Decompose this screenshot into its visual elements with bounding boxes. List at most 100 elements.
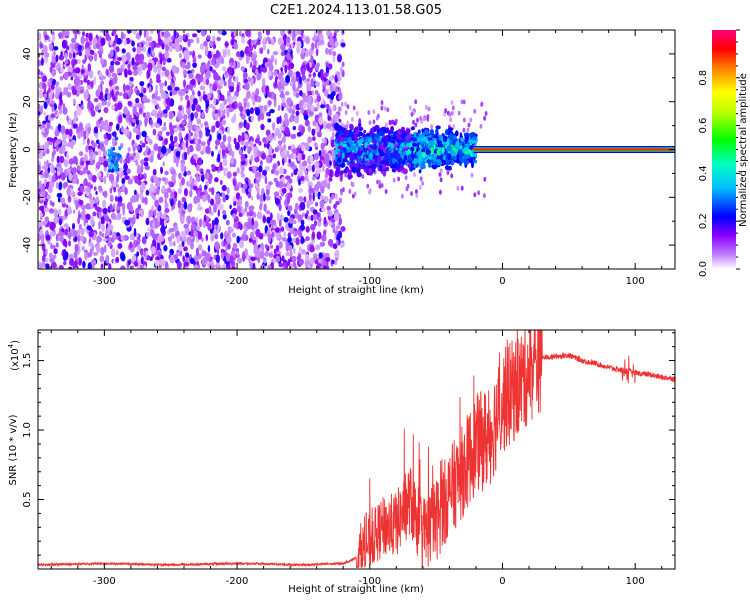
heatmap-cell xyxy=(104,149,108,157)
heatmap-cell xyxy=(190,228,194,238)
heatmap-cell xyxy=(192,33,198,38)
heatmap-cell xyxy=(441,159,446,166)
heatmap-cell xyxy=(96,139,100,145)
heatmap-cell xyxy=(368,120,372,126)
heatmap-cell xyxy=(111,152,115,157)
heatmap-cell xyxy=(244,225,248,232)
heatmap-cell xyxy=(53,50,56,57)
heatmap-cell xyxy=(304,48,309,58)
heatmap-cell xyxy=(334,113,339,122)
y-tick-label: -40 xyxy=(22,237,33,253)
heatmap-cell xyxy=(237,181,242,188)
heatmap-cell xyxy=(374,157,378,163)
heatmap-cell xyxy=(393,121,397,126)
heatmap-cell xyxy=(164,35,167,45)
heatmap-cell xyxy=(168,122,173,131)
heatmap-cell xyxy=(140,248,144,256)
heatmap-cell xyxy=(63,159,69,168)
heatmap-cell xyxy=(232,213,236,219)
heatmap-cell xyxy=(182,33,186,40)
heatmap-cell xyxy=(44,207,50,213)
heatmap-cell xyxy=(89,201,94,209)
heatmap-cell xyxy=(350,144,356,151)
heatmap-cell xyxy=(372,144,378,150)
heatmap-cell xyxy=(80,204,86,211)
heatmap-cell xyxy=(78,224,82,230)
heatmap-cell xyxy=(43,201,47,205)
heatmap-cell xyxy=(435,128,439,135)
heatmap-cell xyxy=(135,232,139,239)
heatmap-cell xyxy=(56,146,59,152)
heatmap-cell xyxy=(180,94,183,102)
heatmap-cell xyxy=(207,138,211,147)
heatmap-cell xyxy=(181,177,185,186)
heatmap-cell xyxy=(58,181,63,191)
heatmap-cell xyxy=(143,151,148,157)
heatmap-cell xyxy=(224,70,228,76)
heatmap-cell xyxy=(266,187,270,196)
heatmap-cell xyxy=(214,109,219,114)
heatmap-cell xyxy=(281,187,287,194)
heatmap-cell xyxy=(117,57,123,61)
heatmap-cell xyxy=(470,172,474,178)
heatmap-cell xyxy=(240,66,245,72)
heatmap-cell xyxy=(99,53,102,59)
heatmap-cell xyxy=(86,79,91,86)
heatmap-cell xyxy=(305,142,310,148)
heatmap-cell xyxy=(189,175,193,185)
heatmap-cell xyxy=(217,89,221,94)
heatmap-cell xyxy=(222,134,227,143)
heatmap-cell xyxy=(126,30,131,34)
heatmap-cell xyxy=(240,153,245,162)
heatmap-cell xyxy=(122,127,128,135)
heatmap-cell xyxy=(220,94,225,102)
heatmap-cell xyxy=(294,202,299,212)
heatmap-cell xyxy=(254,156,260,163)
heatmap-cell xyxy=(338,119,342,123)
heatmap-cell xyxy=(132,195,137,203)
heatmap-cell xyxy=(103,175,107,185)
heatmap-cell xyxy=(273,101,277,108)
heatmap-cell xyxy=(49,181,54,188)
heatmap-cell xyxy=(64,52,68,59)
heatmap-cell xyxy=(254,138,260,144)
heatmap-cell xyxy=(198,157,202,166)
heatmap-cell xyxy=(146,231,150,238)
heatmap-cell xyxy=(129,156,135,160)
heatmap-cell xyxy=(207,223,212,231)
heatmap-cell xyxy=(460,137,464,142)
heatmap-cell xyxy=(211,150,214,157)
heatmap-cell xyxy=(274,147,279,153)
heatmap-cell xyxy=(288,70,293,78)
heatmap-cell xyxy=(170,168,176,176)
heatmap-cell xyxy=(386,107,390,113)
heatmap-cell xyxy=(45,263,50,269)
heatmap-cell xyxy=(220,57,225,65)
heatmap-cell xyxy=(299,224,306,231)
heatmap-cell xyxy=(193,185,198,191)
heatmap-cell xyxy=(109,65,115,73)
heatmap-cell xyxy=(231,151,235,158)
heatmap-cell xyxy=(161,184,165,194)
heatmap-cell xyxy=(112,146,116,151)
heatmap-cell xyxy=(109,187,113,194)
heatmap-cell xyxy=(306,82,310,91)
heatmap-cell xyxy=(211,51,215,55)
heatmap-cell xyxy=(366,183,370,189)
heatmap-cell xyxy=(185,94,189,101)
heatmap-cell xyxy=(226,171,232,179)
heatmap-cell xyxy=(49,163,53,173)
heatmap-cell xyxy=(340,190,343,196)
heatmap-cell xyxy=(219,180,223,185)
heatmap-cell xyxy=(368,167,372,174)
heatmap-cell xyxy=(296,40,302,50)
heatmap-cell xyxy=(135,97,140,104)
heatmap-cell xyxy=(373,126,377,133)
heatmap-cell xyxy=(390,125,394,133)
heatmap-cell xyxy=(201,194,207,202)
heatmap-cell xyxy=(341,127,346,133)
heatmap-cell xyxy=(164,69,170,78)
heatmap-cell xyxy=(460,99,464,105)
heatmap-cell xyxy=(277,37,283,45)
